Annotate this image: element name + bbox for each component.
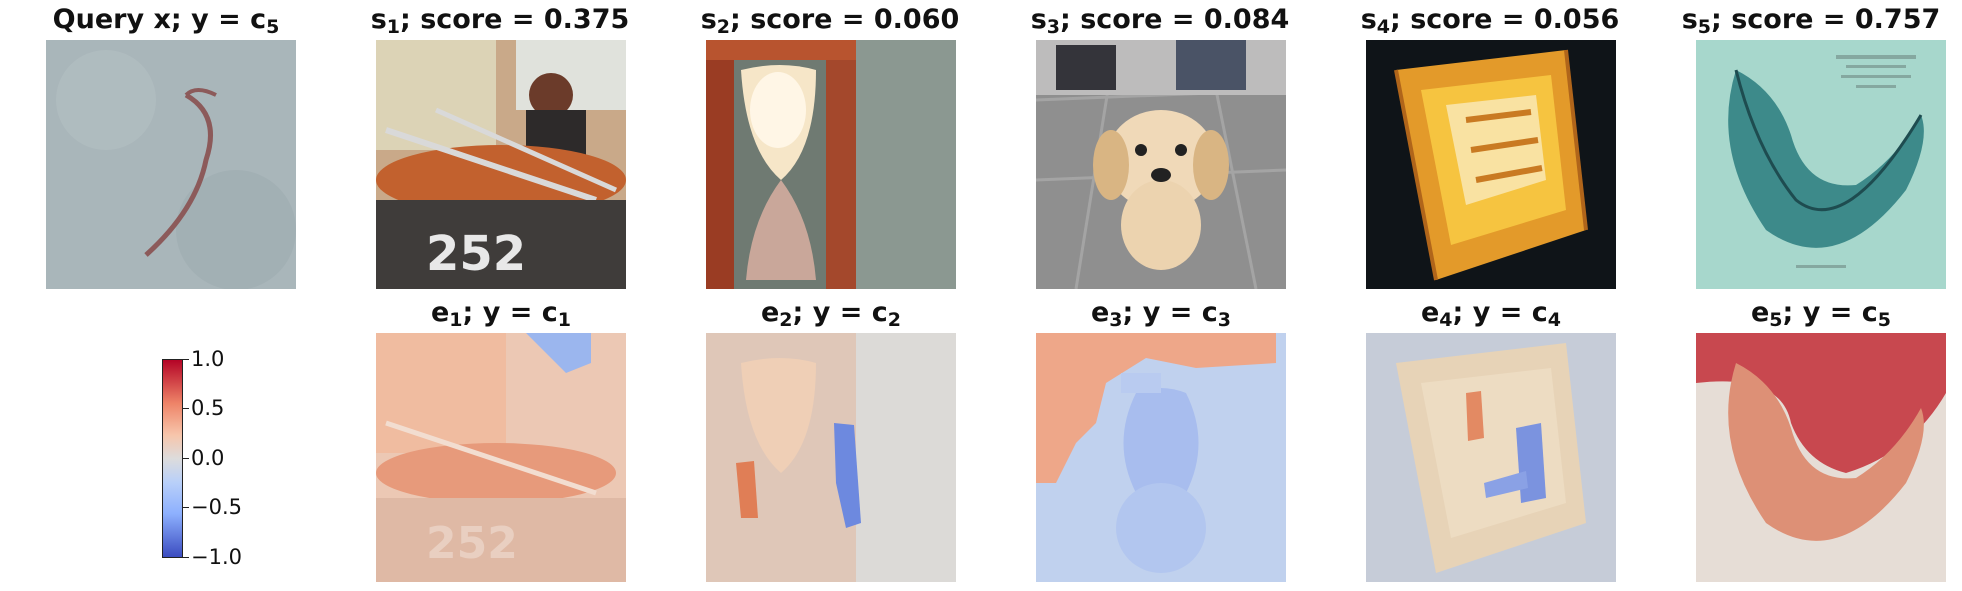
colorbar-label-4: −0.5: [191, 495, 242, 519]
explanation-5-map: [1696, 333, 1946, 582]
sample-4-sub: 4: [1376, 16, 1391, 38]
sample-3-title: s3; score = 0.084: [1005, 4, 1315, 38]
explanation-5-label: e: [1750, 297, 1770, 328]
explanation-2-map: [706, 333, 956, 582]
explanation-2-label: e: [760, 297, 780, 328]
explanation-1-csub: 1: [557, 309, 571, 331]
sample-1-score: ; score = 0.375: [400, 4, 630, 35]
query-title-text: Query x; y = c: [52, 4, 267, 35]
explanation-1-map: 252: [376, 333, 626, 582]
colorbar-label-2: 0.5: [191, 396, 225, 420]
explanation-3-heatmap: [1036, 333, 1286, 582]
colorbar-tick-3: [183, 458, 189, 459]
explanation-2-heatmap: [706, 333, 956, 582]
sample-4-title: s4; score = 0.056: [1335, 4, 1645, 38]
explanation-2-sub: 2: [779, 309, 793, 331]
explanation-2-mid: ; y = c: [792, 297, 888, 328]
query-image: [46, 40, 296, 289]
sample-4-image: [1366, 40, 1616, 289]
sample-2-image: [706, 40, 956, 289]
sample-1-label: s: [370, 4, 387, 35]
explanation-5-mid: ; y = c: [1782, 297, 1878, 328]
colorbar-tick-4: [183, 507, 189, 508]
sample-3-image: [1036, 40, 1286, 289]
explanation-5-heatmap: [1696, 333, 1946, 582]
sample-1-image: 252: [376, 40, 626, 289]
svg-text:252: 252: [426, 226, 526, 282]
sample-5-sub: 5: [1697, 16, 1712, 38]
explanation-3-title: e3; y = c3: [1036, 297, 1286, 331]
explanation-3-csub: 3: [1217, 309, 1231, 331]
explanation-4-label: e: [1420, 297, 1440, 328]
explanation-5-csub: 5: [1877, 309, 1891, 331]
sample-5-label: s: [1681, 4, 1698, 35]
explanation-4-mid: ; y = c: [1452, 297, 1548, 328]
sample-2-sub: 2: [716, 16, 731, 38]
explanation-1-label: e: [430, 297, 450, 328]
explanation-3-map: [1036, 333, 1286, 582]
explanation-4-title: e4; y = c4: [1366, 297, 1616, 331]
colorbar-tick-2: [183, 408, 189, 409]
sample-3-label: s: [1030, 4, 1047, 35]
sample-2-score: ; score = 0.060: [730, 4, 960, 35]
sample-2-title: s2; score = 0.060: [675, 4, 985, 38]
sample-5-title: s5; score = 0.757: [1665, 4, 1957, 38]
sample-5-score: ; score = 0.757: [1711, 4, 1941, 35]
worm-image: [46, 40, 296, 289]
colorbar-label-1: 1.0: [191, 347, 225, 371]
explanation-4-sub: 4: [1439, 309, 1453, 331]
colorbar-label-3: 0.0: [191, 446, 225, 470]
hourglass-image: [706, 40, 956, 289]
cart-image: 252: [376, 40, 626, 289]
seed-pod-image: [1696, 40, 1946, 289]
query-title-sub: 5: [266, 16, 280, 38]
explanation-4-heatmap: [1366, 333, 1616, 582]
explanation-3-mid: ; y = c: [1122, 297, 1218, 328]
sample-3-score: ; score = 0.084: [1060, 4, 1290, 35]
query-title: Query x; y = c5: [26, 4, 306, 38]
sample-3-sub: 3: [1046, 16, 1061, 38]
explanation-5-sub: 5: [1769, 309, 1783, 331]
puppy-image: [1036, 40, 1286, 289]
sample-1-sub: 1: [386, 16, 401, 38]
explanation-1-mid: ; y = c: [462, 297, 558, 328]
sample-2-label: s: [700, 4, 717, 35]
sample-4-label: s: [1360, 4, 1377, 35]
explanation-2-csub: 2: [887, 309, 901, 331]
colorbar-tick-5: [183, 557, 189, 558]
explanation-2-title: e2; y = c2: [706, 297, 956, 331]
explanation-4-csub: 4: [1547, 309, 1561, 331]
explanation-5-title: e5; y = c5: [1696, 297, 1946, 331]
box-image: [1366, 40, 1616, 289]
svg-text:252: 252: [426, 518, 518, 569]
colorbar: [162, 359, 183, 558]
explanation-1-heatmap: 252: [376, 333, 626, 582]
colorbar-label-5: −1.0: [191, 545, 242, 569]
sample-4-score: ; score = 0.056: [1390, 4, 1620, 35]
explanation-4-map: [1366, 333, 1616, 582]
explanation-3-label: e: [1090, 297, 1110, 328]
colorbar-tick-1: [183, 359, 189, 360]
sample-1-title: s1; score = 0.375: [345, 4, 655, 38]
explanation-1-title: e1; y = c1: [376, 297, 626, 331]
explanation-1-sub: 1: [449, 309, 463, 331]
sample-5-image: [1696, 40, 1946, 289]
explanation-3-sub: 3: [1109, 309, 1123, 331]
